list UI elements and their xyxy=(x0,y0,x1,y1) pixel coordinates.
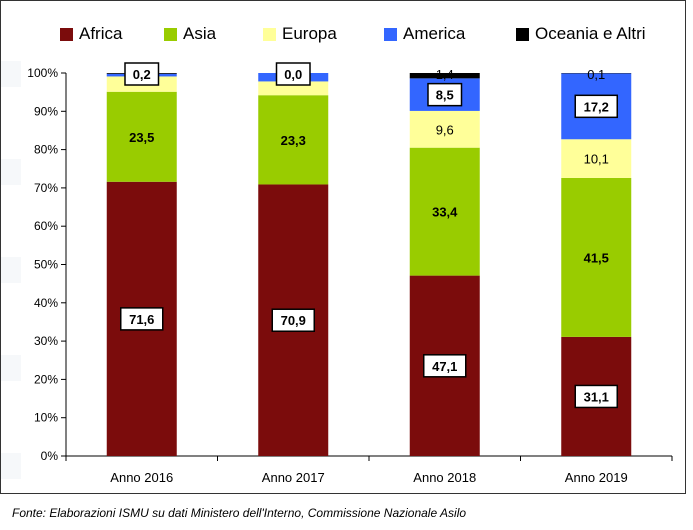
legend-item-america: America xyxy=(384,22,465,46)
data-label-box xyxy=(427,82,463,107)
legend-label: America xyxy=(403,24,466,43)
legend-label: Africa xyxy=(79,24,123,43)
legend-item-europa: Europa xyxy=(263,22,337,46)
data-label: 41,5 xyxy=(584,250,609,265)
bar-segment xyxy=(258,95,329,185)
x-tick-label: Anno 2016 xyxy=(110,470,173,485)
legend-swatch xyxy=(516,27,529,41)
x-tick-label: Anno 2018 xyxy=(413,470,476,485)
data-label: 1,4 xyxy=(436,67,454,82)
data-label-box xyxy=(423,354,467,378)
bar-segment xyxy=(409,110,480,148)
y-tick-label: 0% xyxy=(41,449,59,463)
data-label: 23,3 xyxy=(281,133,306,148)
data-label: 70,9 xyxy=(281,313,306,328)
data-label: 33,4 xyxy=(432,205,458,220)
y-tick-label: 10% xyxy=(34,411,58,425)
background-stripe xyxy=(1,453,687,479)
y-tick-label: 100% xyxy=(27,66,58,80)
data-label: 47,1 xyxy=(432,359,457,374)
x-tick-label: Anno 2017 xyxy=(262,470,325,485)
legend-label: Europa xyxy=(282,24,337,43)
legend-item-africa: Africa xyxy=(60,22,122,46)
y-tick-label: 20% xyxy=(34,372,58,386)
data-label: 31,1 xyxy=(584,389,609,404)
legend-item-asia: Asia xyxy=(164,22,216,46)
data-label: 8,5 xyxy=(436,88,454,103)
legend-swatch xyxy=(60,27,73,41)
legend-item-oceania: Oceania e Altri xyxy=(516,22,646,46)
legend-label: Oceania e Altri xyxy=(535,24,646,43)
legend-swatch xyxy=(384,27,397,41)
source-note: Fonte: Elaborazioni ISMU su dati Ministe… xyxy=(12,506,467,520)
bar-segment xyxy=(409,73,480,79)
data-label-box xyxy=(275,62,311,86)
legend-swatch xyxy=(263,27,276,41)
data-label-box xyxy=(271,308,315,332)
y-tick-label: 90% xyxy=(34,104,58,118)
data-label: 17,2 xyxy=(584,99,609,114)
y-tick-label: 30% xyxy=(34,334,58,348)
stacked-bar-chart: 0% 10% 20% 30% 40% 50% 60% 70% 80% 90% 100% Anno 20… xyxy=(27,62,673,485)
bar-segment xyxy=(409,147,480,276)
y-tick-label: 50% xyxy=(34,258,58,272)
bar-segment xyxy=(561,177,632,337)
data-label: 71,6 xyxy=(129,312,154,327)
y-tick-label: 60% xyxy=(34,219,58,233)
legend-label: Asia xyxy=(183,24,217,43)
data-label: 0,0 xyxy=(284,67,302,82)
bar-segment xyxy=(106,91,177,182)
x-tick-label: Anno 2019 xyxy=(565,470,628,485)
data-label-box xyxy=(124,62,160,86)
data-label: 0,1 xyxy=(587,67,605,82)
data-label: 10,1 xyxy=(584,152,609,167)
data-label: 23,5 xyxy=(129,130,154,145)
data-label-box xyxy=(120,307,164,331)
data-label: 0,2 xyxy=(133,67,151,82)
y-tick-label: 40% xyxy=(34,296,58,310)
data-label-box xyxy=(574,94,618,119)
chart-legend: Africa Asia Europa America Oceania e Alt… xyxy=(0,22,686,46)
data-label: 9,6 xyxy=(436,122,454,137)
legend-swatch xyxy=(164,27,177,41)
y-tick-label: 80% xyxy=(34,143,58,157)
y-tick-label: 70% xyxy=(34,181,58,195)
data-label-box xyxy=(574,384,618,409)
bar-segment xyxy=(561,139,632,178)
